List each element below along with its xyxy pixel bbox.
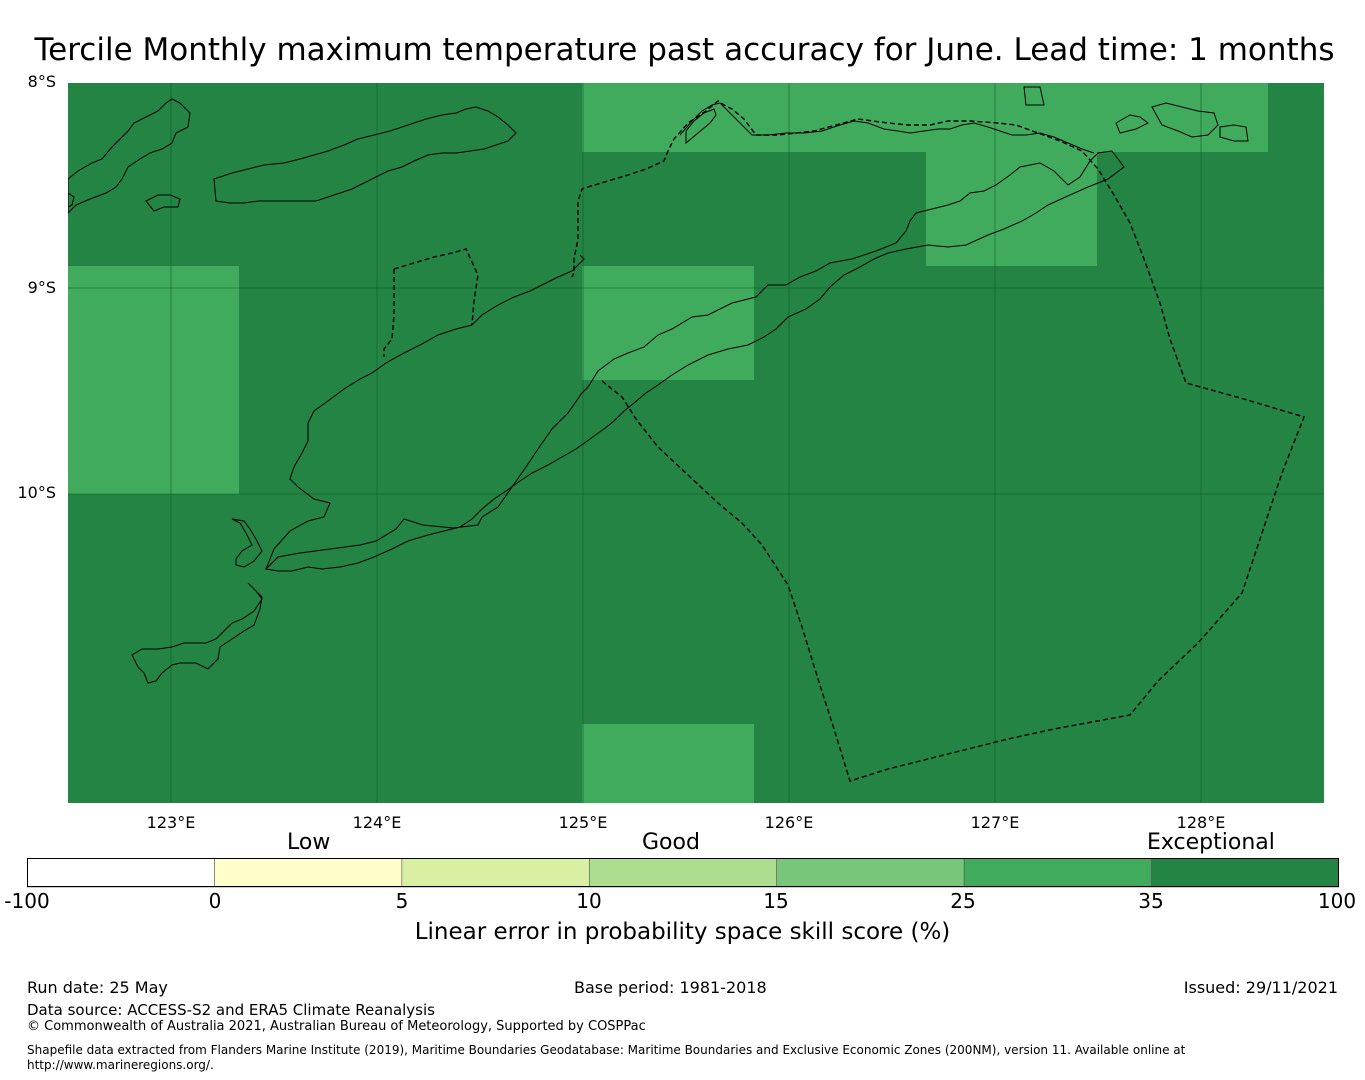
lon-label-124e: 124°E — [352, 813, 402, 832]
coastline-islet — [68, 192, 75, 208]
legend-tick: 35 — [1138, 889, 1164, 913]
lon-label-128e: 128°E — [1176, 813, 1226, 832]
grid-cell-high — [582, 724, 754, 803]
graticule — [68, 83, 1324, 803]
lon-label-123e: 123°E — [146, 813, 196, 832]
coastline-wetar-island — [685, 108, 717, 145]
coastline-rote — [231, 518, 263, 568]
grid-cell-high — [68, 266, 239, 494]
legend-tick: 10 — [576, 889, 602, 913]
map-background — [68, 83, 1324, 803]
coastline-islet — [1219, 124, 1249, 142]
legend-tick: 100 — [1317, 889, 1357, 913]
issued-date: Issued: 29/11/2021 — [1183, 978, 1338, 997]
lon-label-125e: 125°E — [558, 813, 608, 832]
shapefile-credit-line1: Shapefile data extracted from Flanders M… — [27, 1043, 1186, 1057]
legend-tick: 25 — [950, 889, 976, 913]
maritime-boundaries — [383, 100, 1305, 782]
coastline-wetar — [679, 102, 1095, 154]
colorbar — [27, 858, 1339, 888]
legend-category-good: Good — [642, 830, 700, 855]
lon-label-126e: 126°E — [764, 813, 814, 832]
coastline-sawu — [131, 582, 263, 684]
legend-tick: 15 — [763, 889, 789, 913]
lat-label-9s: 9°S — [27, 278, 56, 297]
coastline-alor — [213, 106, 517, 204]
shapefile-credit-line2: http://www.marineregions.org/. — [27, 1058, 214, 1072]
colorbar-segment — [588, 858, 778, 888]
coastline-west-timor — [265, 254, 585, 570]
coastline-islet — [1023, 86, 1045, 106]
legend-tick: 0 — [208, 889, 222, 913]
eez-boundary-oecusse — [383, 248, 479, 357]
colorbar-segment — [27, 858, 215, 888]
copyright: © Commonwealth of Australia 2021, Austra… — [27, 1019, 646, 1034]
colorbar-segment — [401, 858, 590, 888]
legend-category-exceptional: Exceptional — [1147, 830, 1275, 855]
coastline-timor — [264, 150, 1125, 572]
legend-category-low: Low — [287, 830, 331, 855]
grid-cell-high — [582, 266, 754, 380]
legend-tick: 5 — [395, 889, 409, 913]
legend-tick: -100 — [4, 889, 50, 913]
colorbar-segment — [214, 858, 403, 888]
base-period: Base period: 1981-2018 — [574, 978, 767, 997]
coastline-islet — [1151, 102, 1219, 138]
coastline-islet — [145, 194, 181, 212]
colorbar-outline — [27, 858, 1339, 887]
grid-cell-high — [582, 83, 1268, 152]
colorbar-segment — [963, 858, 1152, 888]
shapefile-credit: Shapefile data extracted from Flanders M… — [27, 1043, 1227, 1073]
data-source: Data source: ACCESS-S2 and ERA5 Climate … — [27, 1001, 435, 1019]
colorbar-segment — [1151, 858, 1339, 888]
highlight-cells — [68, 83, 1268, 803]
lat-label-8s: 8°S — [27, 72, 56, 91]
colorbar-title: Linear error in probability space skill … — [414, 919, 951, 945]
lon-label-127e: 127°E — [970, 813, 1020, 832]
colorbar-segment — [776, 858, 965, 888]
map-title: Tercile Monthly maximum temperature past… — [34, 32, 1335, 68]
coastline-flores — [68, 98, 191, 214]
run-date: Run date: 25 May — [27, 978, 168, 997]
colorbar-segments — [27, 858, 1339, 888]
lat-label-10s: 10°S — [17, 483, 56, 502]
coastline-islet — [1115, 114, 1149, 134]
skill-map — [68, 83, 1324, 803]
coastlines — [68, 86, 1249, 684]
grid-cell-high — [926, 152, 1097, 266]
